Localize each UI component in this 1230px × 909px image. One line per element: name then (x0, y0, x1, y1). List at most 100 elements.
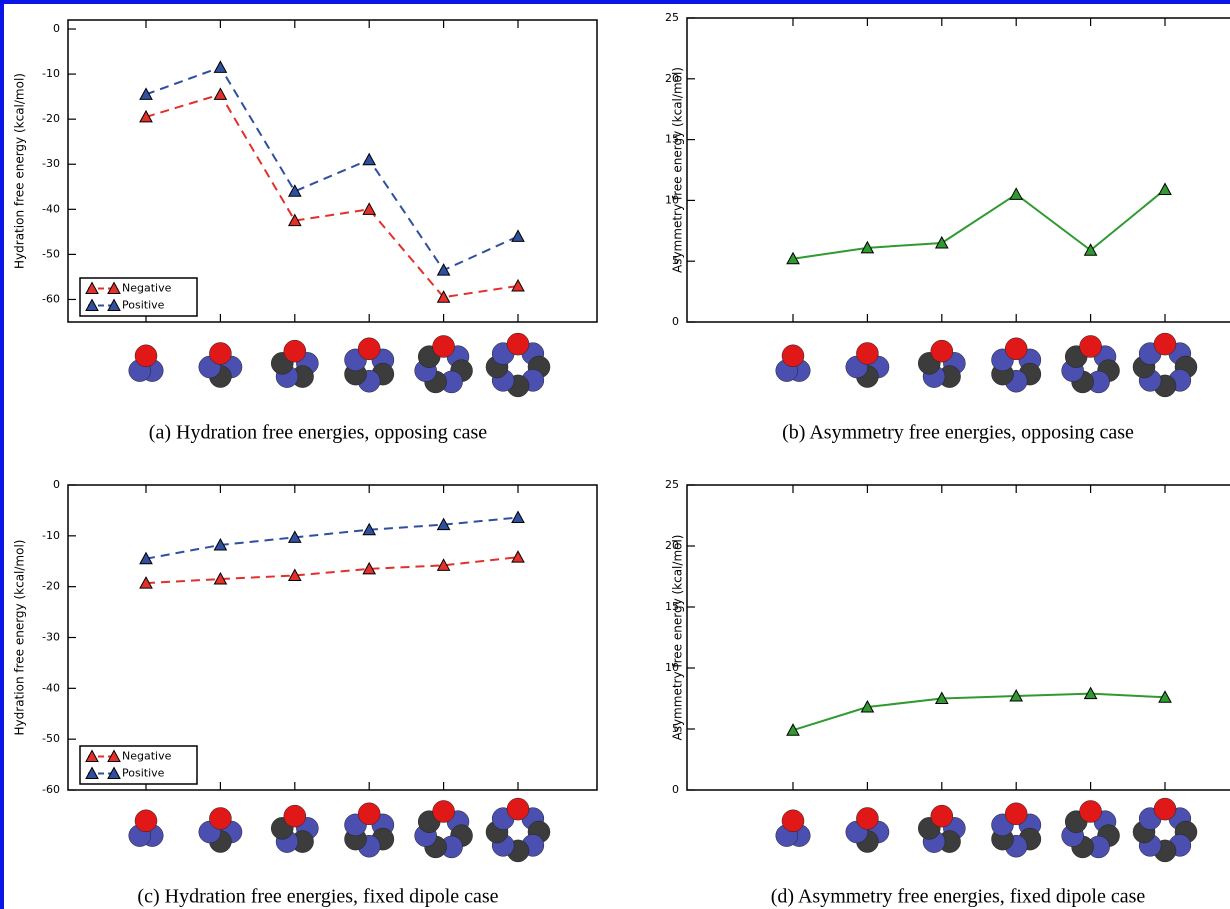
data-point (139, 576, 153, 589)
y-axis-label: Asymmetry free energy (kcal/mol) (671, 535, 685, 741)
oxygen-atom (506, 797, 530, 821)
y-tick-label: -60 (42, 292, 60, 305)
y-tick-label: 0 (672, 783, 679, 796)
oxygen-atom (209, 807, 232, 830)
oxygen-atom (283, 804, 307, 828)
data-point (511, 278, 525, 292)
legend-marker (85, 749, 99, 762)
data-point (213, 537, 228, 551)
legend-label: Positive (122, 299, 165, 312)
y-tick-label: -30 (42, 631, 60, 644)
data-point (436, 263, 451, 276)
legend-marker (85, 298, 99, 311)
frame-top (0, 0, 1230, 4)
y-tick-label: 5 (672, 722, 679, 735)
data-point (287, 184, 302, 197)
data-point (511, 510, 525, 524)
series-line (145, 93, 519, 299)
data-point (786, 723, 800, 736)
data-point (362, 522, 377, 536)
oxygen-atom (357, 802, 381, 826)
data-point (287, 530, 302, 543)
series-line (792, 692, 1166, 732)
data-point (213, 60, 228, 73)
data-point (511, 550, 525, 563)
oxygen-atom (930, 804, 954, 828)
oxygen-atom (781, 809, 805, 833)
frame-left (0, 0, 4, 909)
data-point (139, 551, 153, 565)
data-point (287, 213, 302, 227)
y-tick-label: -20 (42, 112, 60, 125)
data-point (1158, 182, 1172, 195)
oxygen-atom (134, 344, 158, 368)
oxygen-atom (1153, 797, 1177, 821)
y-tick-label: 10 (665, 661, 679, 674)
legend-marker (107, 749, 121, 762)
data-point (860, 240, 875, 254)
caption: (a) Hydration free energies, opposing ca… (149, 422, 488, 444)
caption: (b) Asymmetry free energies, opposing ca… (782, 422, 1134, 444)
y-tick-label: -50 (42, 247, 60, 260)
oxygen-atom (134, 809, 158, 833)
y-tick-label: 25 (665, 478, 679, 491)
caption: (c) Hydration free energies, fixed dipol… (137, 886, 498, 908)
y-axis-label: Hydration free energy (kcal/mol) (13, 73, 27, 269)
data-point (1009, 187, 1024, 200)
y-axis-label: Asymmetry free energy (kcal/mol) (671, 67, 685, 273)
series-line (145, 516, 519, 560)
y-tick-label: 20 (665, 72, 679, 85)
oxygen-atom (506, 332, 530, 356)
data-point (934, 235, 949, 249)
legend-box (79, 277, 198, 317)
legend-marker (85, 281, 99, 294)
plot-frame (67, 19, 598, 323)
legend-marker (107, 281, 121, 294)
oxygen-atom (357, 337, 381, 361)
y-axis-label: Hydration free energy (kcal/mol) (13, 540, 27, 736)
data-point (213, 87, 228, 100)
legend-label: Positive (122, 767, 165, 780)
data-point (436, 517, 451, 531)
y-tick-label: -50 (42, 732, 60, 745)
legend-label: Negative (122, 282, 172, 295)
data-point (1083, 243, 1098, 256)
oxygen-atom (1153, 332, 1177, 356)
y-tick-label: 10 (665, 193, 679, 206)
oxygen-atom (781, 344, 805, 368)
y-tick-label: 0 (53, 22, 60, 35)
y-tick-label: -10 (42, 529, 60, 542)
data-point (436, 558, 451, 571)
oxygen-atom (856, 807, 879, 830)
plot-frame (67, 484, 598, 791)
y-tick-label: 0 (672, 315, 679, 328)
plot-frame (686, 484, 1230, 791)
oxygen-atom (1079, 335, 1102, 358)
y-tick-label: 25 (665, 11, 679, 24)
plot-frame (686, 17, 1230, 323)
data-point (934, 691, 949, 704)
data-point (786, 251, 800, 265)
series-line (145, 66, 519, 272)
series-line (792, 188, 1166, 260)
y-tick-label: 15 (665, 600, 679, 613)
y-tick-label: 0 (53, 478, 60, 491)
data-point (436, 290, 451, 303)
data-point (860, 699, 875, 713)
data-point (1009, 689, 1024, 702)
oxygen-atom (432, 800, 455, 823)
oxygen-atom (283, 339, 307, 363)
data-point (287, 568, 302, 581)
data-point (362, 561, 377, 575)
oxygen-atom (856, 342, 879, 365)
oxygen-atom (432, 335, 455, 358)
data-point (139, 109, 153, 123)
legend-box (79, 745, 198, 785)
legend-marker (107, 298, 121, 311)
data-point (362, 202, 377, 215)
data-point (213, 571, 228, 585)
y-tick-label: 5 (672, 254, 679, 267)
oxygen-atom (1004, 337, 1028, 361)
